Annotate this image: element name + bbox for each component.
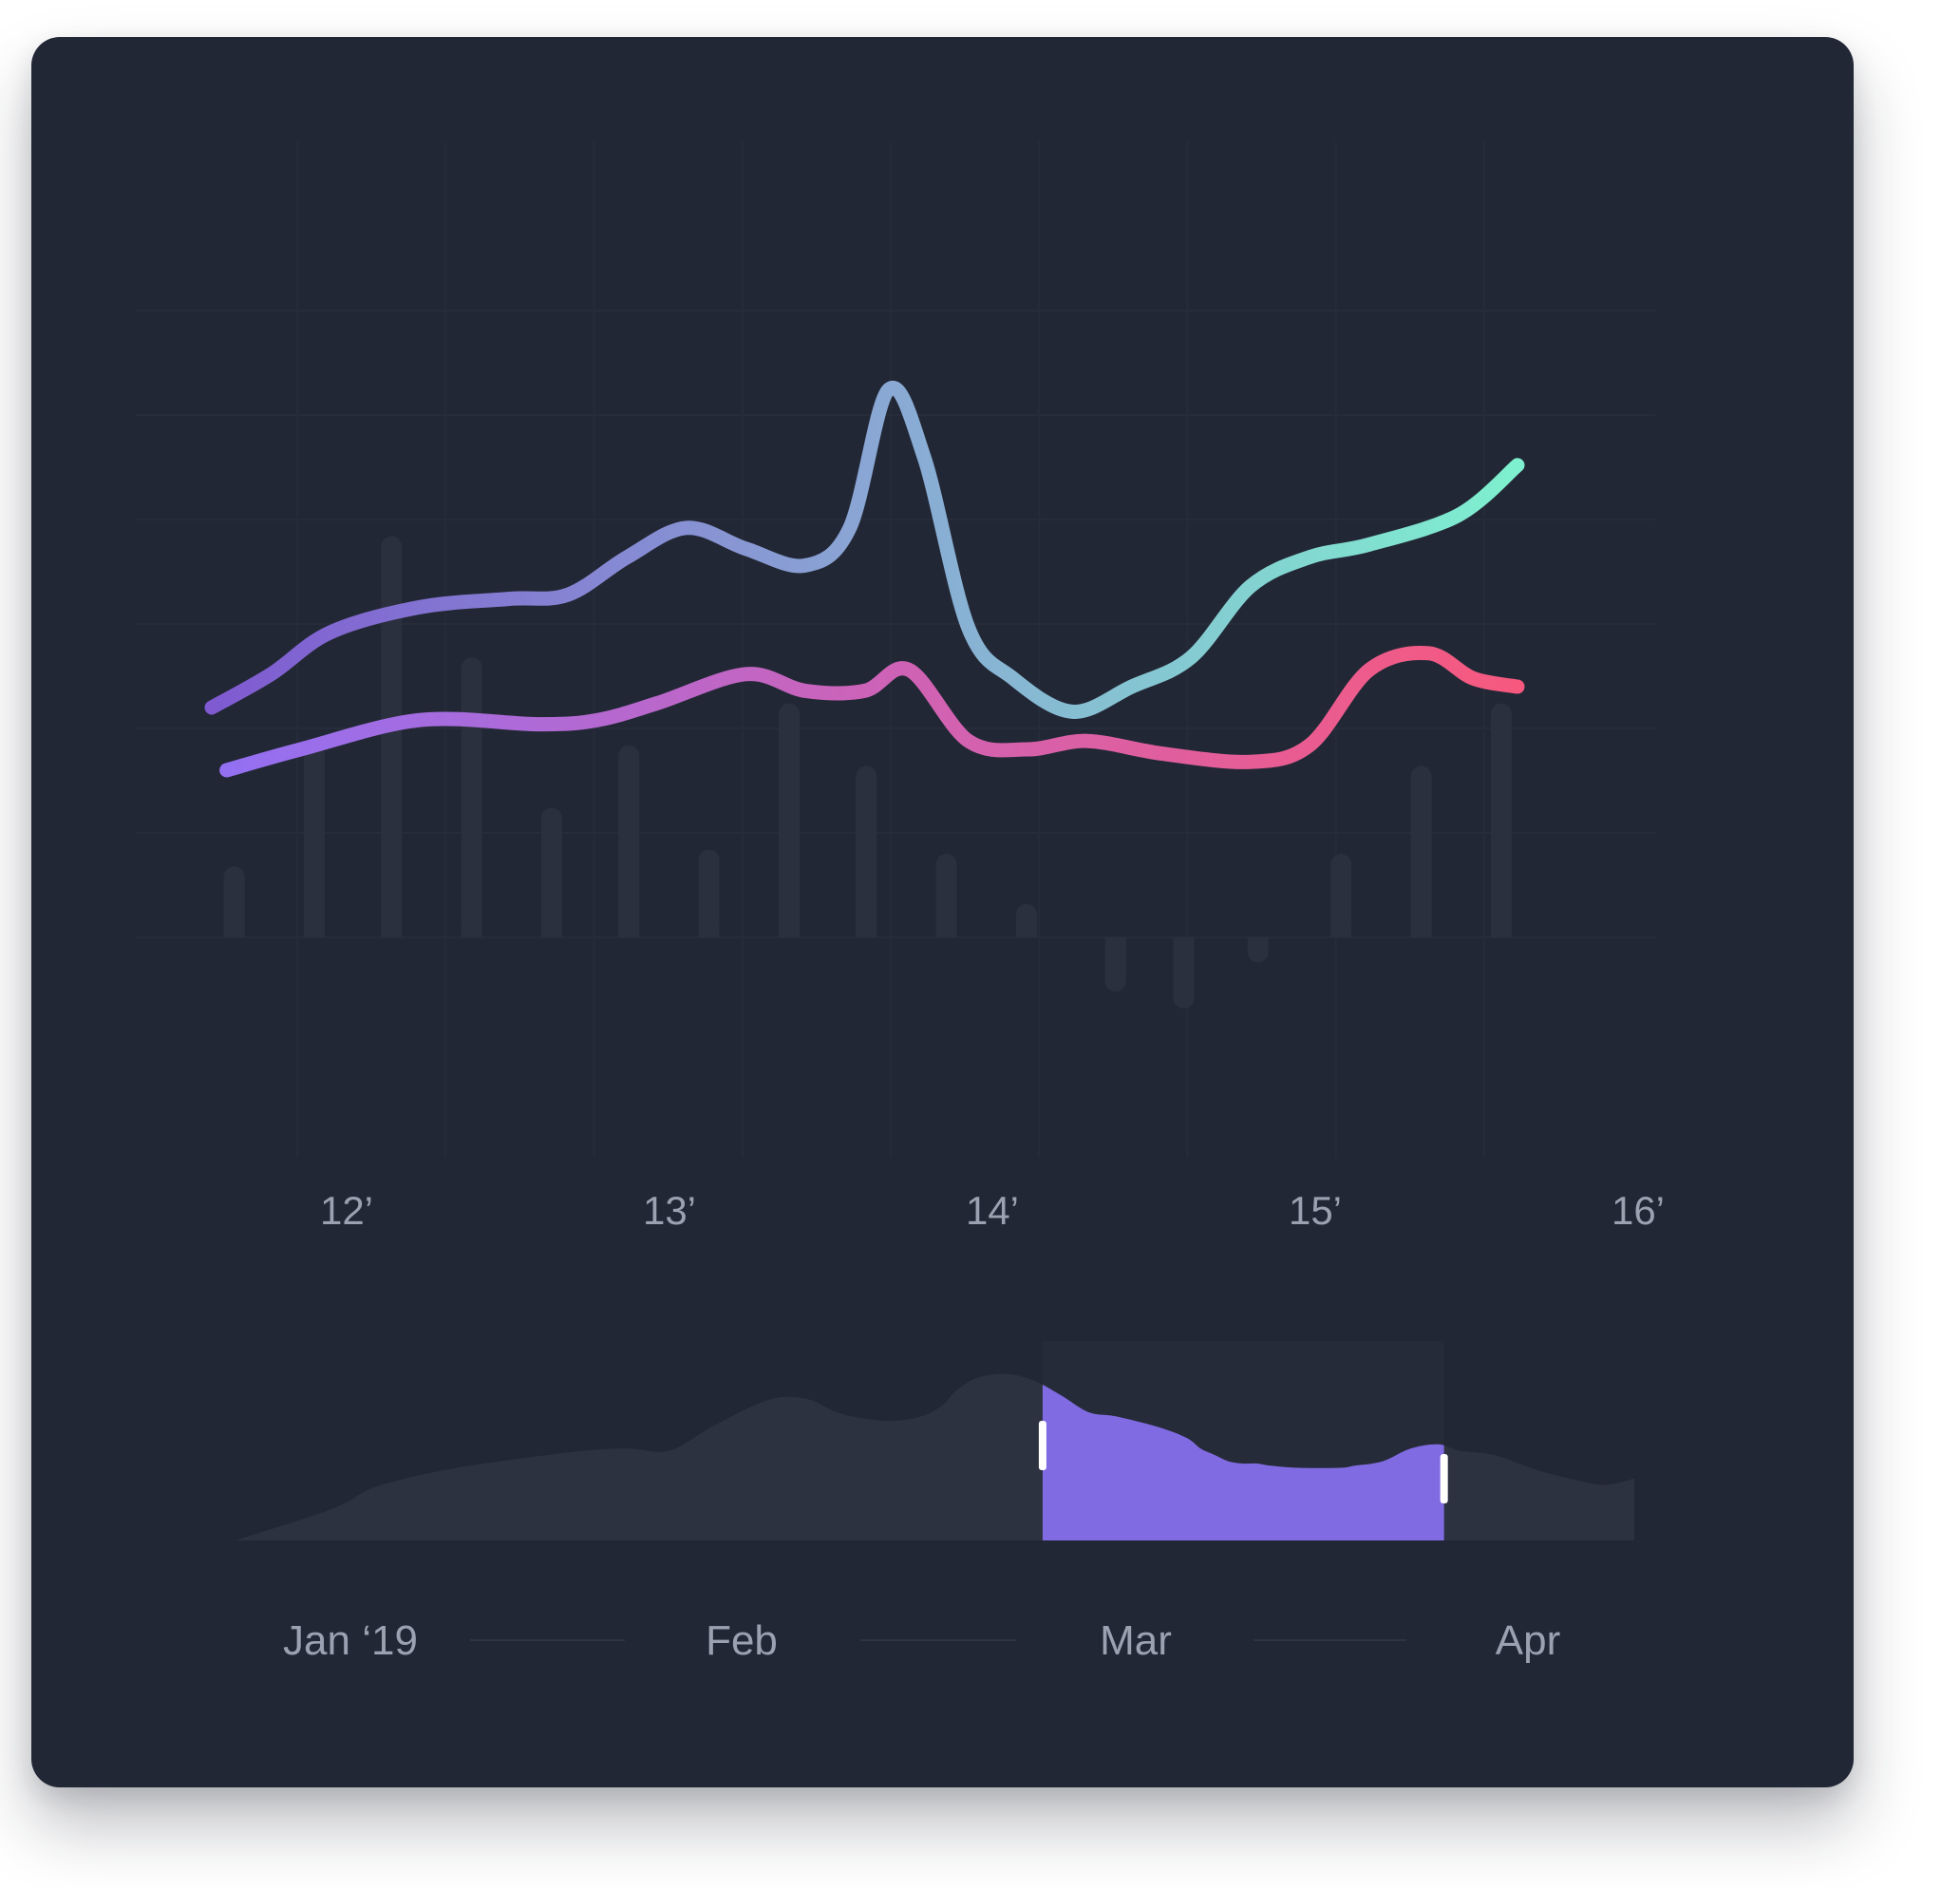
bar [1173, 937, 1195, 1009]
x-tick-label: 13’ [643, 1188, 696, 1233]
bar-base [1491, 926, 1512, 937]
bar-base [541, 926, 562, 937]
bar [223, 866, 245, 937]
x-tick-label: 14’ [966, 1188, 1019, 1233]
bar-base [1330, 926, 1352, 937]
bar-base [1104, 937, 1126, 949]
bar-base [461, 926, 482, 937]
bar-base [1016, 926, 1037, 937]
bar-base [935, 926, 957, 937]
line-series-2 [219, 645, 1525, 778]
bar [461, 657, 482, 937]
bar-base [1247, 937, 1269, 949]
month-label: Apr [1496, 1617, 1560, 1664]
month-label: Mar [1100, 1617, 1172, 1664]
month-label: Feb [706, 1617, 778, 1664]
x-tick-label: 15’ [1289, 1188, 1342, 1233]
bar [381, 536, 403, 937]
range-handle-left[interactable] [1038, 1421, 1046, 1470]
bar-base [779, 926, 800, 937]
month-label: Jan ‘19 [283, 1617, 418, 1664]
bar-base [618, 926, 640, 937]
bar [935, 854, 957, 937]
overview-navigator[interactable] [236, 1341, 1634, 1540]
bar [541, 807, 562, 937]
bar-series [223, 536, 1512, 1009]
bar [779, 703, 800, 937]
range-handle-right[interactable] [1440, 1454, 1448, 1503]
bar [1330, 854, 1352, 937]
main-line-chart: 12’ 13’ 14’ 15’ 16’ Jan ‘19 Feb Mar Apr [136, 142, 1665, 1664]
bar-base [1173, 937, 1195, 949]
month-axis: Jan ‘19 Feb Mar Apr [283, 1617, 1560, 1664]
x-tick-label: 12’ [320, 1188, 373, 1233]
bar-base [223, 926, 245, 937]
bar [1491, 703, 1512, 937]
bar [304, 745, 325, 937]
selected-area [1042, 1385, 1444, 1540]
bar [618, 745, 640, 937]
bar-base [698, 926, 720, 937]
bar-base [1410, 926, 1432, 937]
x-axis-ticks: 12’ 13’ 14’ 15’ 16’ [320, 1188, 1665, 1233]
bar [698, 849, 720, 937]
bar-base [381, 926, 403, 937]
chart-card: 12’ 13’ 14’ 15’ 16’ Jan ‘19 Feb Mar Apr [31, 37, 1854, 1787]
bar-base [304, 926, 325, 937]
bar-base [856, 926, 877, 937]
x-tick-label: 16’ [1611, 1188, 1665, 1233]
bar [1410, 765, 1432, 937]
bar [1104, 937, 1126, 992]
bar [856, 765, 877, 937]
line-series-1 [204, 381, 1525, 719]
line-series-group [204, 381, 1525, 778]
